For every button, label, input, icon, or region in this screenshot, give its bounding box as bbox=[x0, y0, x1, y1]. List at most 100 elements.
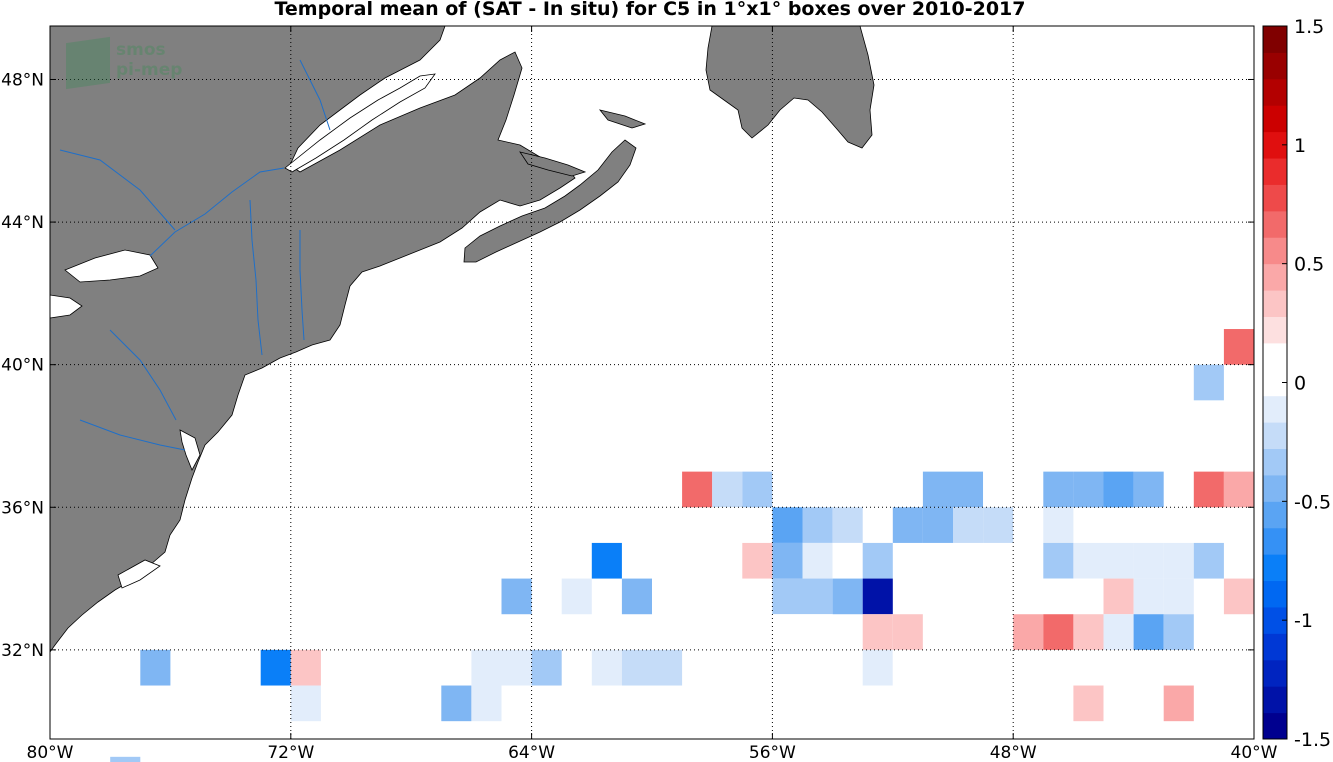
x-tick-label: 64°W bbox=[508, 743, 555, 762]
colorbar-swatches bbox=[1263, 26, 1287, 740]
data-cell bbox=[591, 649, 622, 686]
data-cell bbox=[591, 542, 622, 579]
colorbar-swatch bbox=[1263, 290, 1287, 317]
colorbar-swatch bbox=[1263, 210, 1287, 238]
colorbar-swatch bbox=[1263, 501, 1287, 529]
data-cell bbox=[862, 578, 893, 615]
y-tick-label: 32°N bbox=[1, 641, 44, 661]
data-cell bbox=[1163, 685, 1194, 722]
data-cell bbox=[1133, 614, 1164, 650]
data-cell bbox=[1013, 614, 1044, 650]
x-tick-label: 40°W bbox=[1231, 743, 1278, 762]
data-cell bbox=[1163, 542, 1194, 579]
x-axis-labels: 80°W 72°W 64°W 56°W 48°W 40°W bbox=[27, 743, 1278, 762]
data-cell bbox=[802, 578, 833, 615]
data-cell bbox=[1103, 542, 1134, 579]
data-cell bbox=[1163, 614, 1194, 650]
colorbar-tick-label: -1.5 bbox=[1294, 729, 1331, 751]
colorbar-swatch bbox=[1263, 184, 1287, 212]
data-cell bbox=[712, 542, 743, 579]
colorbar-swatch bbox=[1263, 78, 1287, 106]
colorbar-tick-label: 1 bbox=[1294, 135, 1306, 157]
susquehanna-river bbox=[109, 329, 177, 421]
data-cell bbox=[1193, 471, 1224, 508]
colorbar-tick-label: 0 bbox=[1294, 373, 1306, 395]
data-cell bbox=[471, 614, 502, 650]
data-cell bbox=[953, 471, 984, 508]
data-cell bbox=[1073, 614, 1104, 650]
colorbar-swatch bbox=[1263, 474, 1287, 502]
colorbar-swatch bbox=[1263, 448, 1287, 476]
colorbar-swatch bbox=[1263, 554, 1287, 582]
data-cell bbox=[290, 649, 321, 686]
ottawa-river bbox=[59, 149, 176, 231]
data-cell bbox=[712, 471, 743, 508]
data-cell bbox=[802, 471, 833, 508]
data-cell bbox=[1073, 542, 1104, 579]
map-plot-area bbox=[49, 25, 1255, 762]
data-cell bbox=[772, 471, 803, 508]
hudson-river bbox=[249, 199, 263, 356]
colorbar-swatch bbox=[1263, 105, 1287, 133]
data-cell bbox=[892, 649, 923, 686]
data-cell bbox=[892, 614, 923, 650]
data-cell bbox=[832, 507, 863, 543]
data-cell bbox=[1073, 685, 1104, 722]
colorbar-swatch bbox=[1263, 659, 1287, 687]
data-cell bbox=[983, 471, 1014, 508]
data-cell bbox=[742, 614, 773, 650]
data-cell bbox=[922, 614, 953, 650]
colorbar-swatch bbox=[1263, 527, 1287, 555]
saguenay-river bbox=[299, 59, 331, 131]
colorbar-swatch bbox=[1263, 686, 1287, 714]
data-cell bbox=[772, 578, 803, 615]
map-frame bbox=[49, 25, 1255, 740]
connecticut-river bbox=[299, 230, 305, 341]
data-cells-layer bbox=[110, 329, 1254, 762]
data-cell bbox=[712, 507, 743, 543]
data-cell bbox=[802, 542, 833, 579]
watermark-text: smos pi-mep bbox=[116, 40, 182, 80]
map-title: Temporal mean of (SAT - In situ) for C5 … bbox=[274, 0, 1026, 20]
pi-mep-logo-icon bbox=[66, 36, 110, 90]
data-cell bbox=[1043, 542, 1074, 579]
data-cell bbox=[1043, 507, 1074, 543]
data-cell bbox=[862, 649, 893, 686]
data-cell bbox=[652, 649, 683, 686]
data-cell bbox=[561, 578, 592, 615]
potomac-river bbox=[79, 419, 186, 451]
rivers-layer bbox=[59, 59, 331, 451]
lake-ontario bbox=[64, 249, 159, 283]
data-cell bbox=[953, 507, 984, 543]
gridlines bbox=[50, 26, 1254, 739]
data-cell bbox=[983, 685, 1014, 722]
data-cell bbox=[832, 542, 863, 579]
newfoundland-landmass bbox=[705, 25, 875, 149]
data-cell bbox=[922, 471, 953, 508]
data-cell bbox=[621, 649, 652, 686]
data-cell bbox=[983, 578, 1014, 615]
colorbar-tick-label: -1 bbox=[1294, 610, 1313, 632]
y-tick-label: 48°N bbox=[1, 70, 44, 90]
data-cell bbox=[1133, 507, 1164, 543]
x-tick-label: 72°W bbox=[267, 743, 314, 762]
colorbar-tick-label: 0.5 bbox=[1294, 254, 1324, 276]
data-cell bbox=[1073, 578, 1104, 615]
data-cell bbox=[862, 614, 893, 650]
watermark-line-1: smos bbox=[116, 40, 166, 60]
watermark-line-2: pi-mep bbox=[116, 60, 183, 80]
data-cell bbox=[922, 649, 953, 686]
colorbar-swatch bbox=[1263, 633, 1287, 661]
data-cell bbox=[501, 578, 532, 615]
data-cell bbox=[772, 507, 803, 543]
land-layer bbox=[49, 25, 875, 654]
data-cell bbox=[922, 507, 953, 543]
data-cell bbox=[1043, 614, 1074, 650]
data-cell bbox=[772, 614, 803, 650]
data-cell bbox=[1223, 329, 1254, 365]
gulf-of-st-lawrence-water bbox=[284, 73, 436, 173]
data-cell bbox=[742, 471, 773, 508]
data-cell bbox=[501, 649, 532, 686]
data-cell bbox=[802, 507, 833, 543]
